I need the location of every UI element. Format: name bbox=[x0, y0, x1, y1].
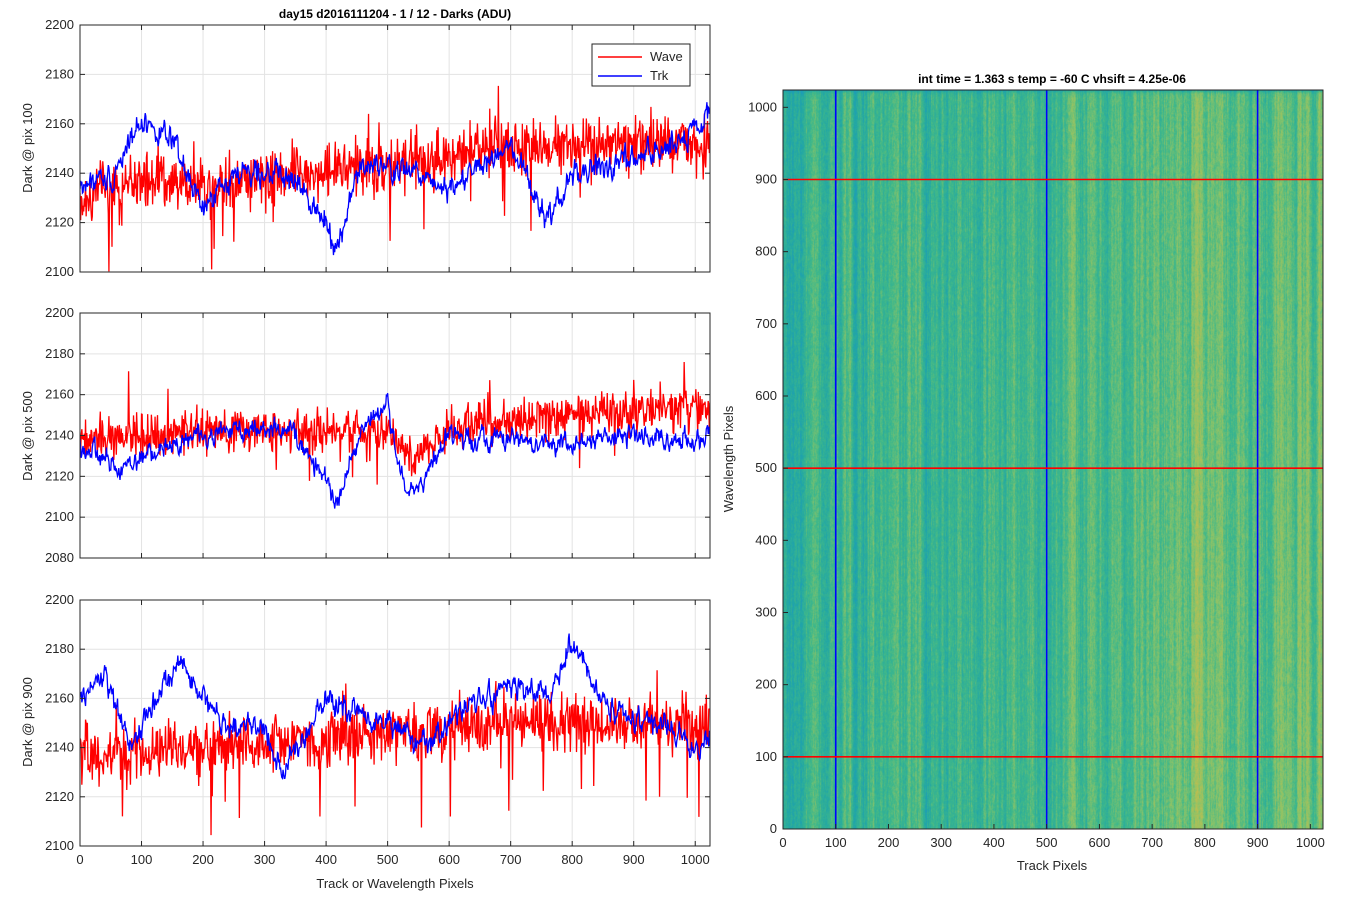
y-tick-label: 1000 bbox=[748, 99, 777, 114]
series-line-wave bbox=[80, 670, 710, 836]
line-panel-pix-100: day15 d2016111204 - 1 / 12 - Darks (ADU)… bbox=[20, 7, 711, 279]
x-tick-label: 500 bbox=[377, 852, 399, 867]
line-panel-pix-500: Dark @ pix 500 2080 2100 2120 2140 2160 2180 2… bbox=[20, 305, 711, 565]
y-tick-label: 2080 bbox=[45, 550, 74, 565]
x-tick-label: 700 bbox=[500, 852, 522, 867]
x-tick-label: 1000 bbox=[681, 852, 710, 867]
heatmap-panel: int time = 1.363 s temp = -60 C vhsift =… bbox=[721, 72, 1325, 873]
y-tick-label: 2100 bbox=[45, 838, 74, 853]
x-tick-label: 0 bbox=[779, 835, 786, 850]
y-tick-label: 0 bbox=[770, 821, 777, 836]
legend-box bbox=[591, 43, 691, 87]
y-tick-label: 2180 bbox=[45, 641, 74, 656]
y-tick-label: 2160 bbox=[45, 116, 74, 131]
x-tick-label: 600 bbox=[1089, 835, 1111, 850]
y-tick-label: 2120 bbox=[45, 215, 74, 230]
y-tick-label: 2200 bbox=[45, 305, 74, 320]
y-tick-label: 2180 bbox=[45, 346, 74, 361]
y-tick-label: 500 bbox=[755, 460, 777, 475]
x-tick-label: 600 bbox=[438, 852, 460, 867]
line-panel-pix-900: Dark @ pix 900 Track or Wavelength Pixel… bbox=[20, 592, 711, 891]
y-tick-label: 2160 bbox=[45, 387, 74, 402]
x-tick-label: 300 bbox=[930, 835, 952, 850]
y-tick-label: 2100 bbox=[45, 264, 74, 279]
x-tick-label: 300 bbox=[254, 852, 276, 867]
x-tick-label: 800 bbox=[1194, 835, 1216, 850]
y-tick-label: 900 bbox=[755, 171, 777, 186]
y-tick-label: 800 bbox=[755, 244, 777, 259]
y-tick-label: 2160 bbox=[45, 690, 74, 705]
legend: Wave Trk bbox=[591, 43, 691, 87]
heatmap-image bbox=[783, 90, 1323, 829]
heatmap-canvas bbox=[783, 90, 1323, 829]
axes-frame bbox=[79, 599, 711, 847]
panel-1-title: day15 d2016111204 - 1 / 12 - Darks (ADU) bbox=[279, 7, 511, 21]
y-tick-label: 600 bbox=[755, 388, 777, 403]
x-tick-label: 100 bbox=[131, 852, 153, 867]
x-tick-label: 900 bbox=[623, 852, 645, 867]
y-tick-label: 2200 bbox=[45, 592, 74, 607]
y-tick-label: 2140 bbox=[45, 740, 74, 755]
panel-3-ylabel: Dark @ pix 900 bbox=[20, 677, 35, 767]
series-line-trk bbox=[80, 102, 710, 256]
series-line-trk bbox=[80, 633, 710, 781]
x-tick-label: 200 bbox=[192, 852, 214, 867]
heatmap-ylabel: Wavelength Pixels bbox=[721, 405, 736, 512]
y-tick-label: 2120 bbox=[45, 468, 74, 483]
y-tick-label: 2100 bbox=[45, 509, 74, 524]
y-tick-label: 700 bbox=[755, 316, 777, 331]
x-tick-label: 900 bbox=[1247, 835, 1269, 850]
legend-label-trk: Trk bbox=[650, 68, 669, 83]
heatmap-xlabel: Track Pixels bbox=[1017, 858, 1088, 873]
x-tick-label: 400 bbox=[315, 852, 337, 867]
x-tick-label: 100 bbox=[825, 835, 847, 850]
heatmap-title: int time = 1.363 s temp = -60 C vhsift =… bbox=[918, 72, 1186, 86]
heatmap-frame bbox=[782, 89, 1324, 830]
x-tick-label: 0 bbox=[76, 852, 83, 867]
series-line-trk bbox=[80, 393, 710, 509]
y-tick-label: 200 bbox=[755, 677, 777, 692]
x-tick-label: 800 bbox=[561, 852, 583, 867]
panel-1-ylabel: Dark @ pix 100 bbox=[20, 103, 35, 193]
axes-frame bbox=[79, 24, 711, 273]
y-tick-label: 2120 bbox=[45, 789, 74, 804]
y-tick-label: 2200 bbox=[45, 17, 74, 32]
legend-label-wave: Wave bbox=[650, 49, 683, 64]
y-tick-label: 300 bbox=[755, 604, 777, 619]
y-tick-label: 400 bbox=[755, 532, 777, 547]
y-tick-label: 2180 bbox=[45, 66, 74, 81]
x-tick-label: 1000 bbox=[1296, 835, 1325, 850]
y-tick-label: 100 bbox=[755, 749, 777, 764]
x-tick-label: 400 bbox=[983, 835, 1005, 850]
y-tick-label: 2140 bbox=[45, 165, 74, 180]
y-tick-label: 2140 bbox=[45, 428, 74, 443]
x-tick-label: 500 bbox=[1036, 835, 1058, 850]
panel-3-xlabel: Track or Wavelength Pixels bbox=[316, 876, 474, 891]
x-tick-label: 700 bbox=[1141, 835, 1163, 850]
x-tick-label: 200 bbox=[878, 835, 900, 850]
panel-2-ylabel: Dark @ pix 500 bbox=[20, 391, 35, 481]
